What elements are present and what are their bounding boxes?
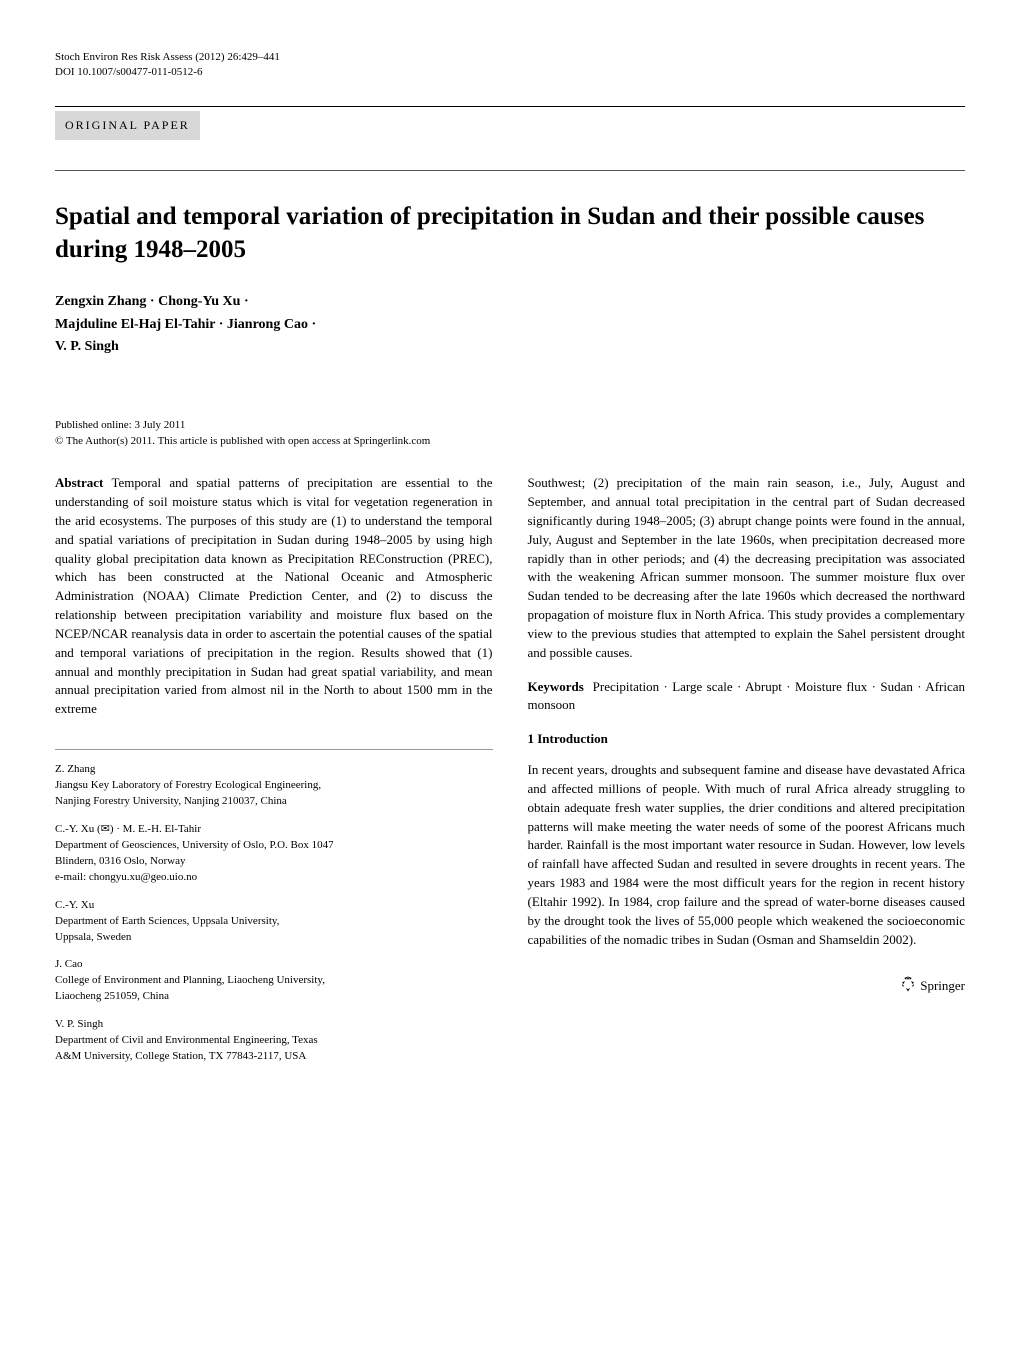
affil-name: C.-Y. Xu bbox=[55, 898, 493, 914]
affiliation: Z. Zhang Jiangsu Key Laboratory of Fores… bbox=[55, 762, 493, 810]
journal-header: Stoch Environ Res Risk Assess (2012) 26:… bbox=[55, 50, 965, 81]
authors-line: Zengxin Zhang · Chong-Yu Xu · bbox=[55, 291, 965, 313]
intro-text: In recent years, droughts and subsequent… bbox=[528, 761, 966, 949]
affiliations-block: Z. Zhang Jiangsu Key Laboratory of Fores… bbox=[55, 749, 493, 1065]
authors-line: V. P. Singh bbox=[55, 336, 965, 358]
affiliation: J. Cao College of Environment and Planni… bbox=[55, 957, 493, 1005]
affil-addr: Department of Civil and Environmental En… bbox=[55, 1033, 493, 1049]
publisher-footer: Springer bbox=[528, 975, 966, 996]
publication-info: Published online: 3 July 2011 © The Auth… bbox=[55, 418, 965, 449]
keywords-text: Precipitation · Large scale · Abrupt · M… bbox=[528, 679, 966, 713]
affil-name: J. Cao bbox=[55, 957, 493, 973]
abstract-paragraph: Abstract Temporal and spatial patterns o… bbox=[55, 474, 493, 719]
affil-addr: College of Environment and Planning, Lia… bbox=[55, 973, 493, 989]
affil-name: V. P. Singh bbox=[55, 1017, 493, 1033]
affiliation: C.-Y. Xu Department of Earth Sciences, U… bbox=[55, 898, 493, 946]
keywords-label: Keywords bbox=[528, 679, 584, 694]
publisher-name: Springer bbox=[920, 978, 965, 993]
pub-online-date: Published online: 3 July 2011 bbox=[55, 418, 965, 433]
header-rule bbox=[55, 106, 965, 107]
affil-addr: Department of Geosciences, University of… bbox=[55, 838, 493, 854]
author-list: Zengxin Zhang · Chong-Yu Xu · Majduline … bbox=[55, 291, 965, 358]
paper-title: Spatial and temporal variation of precip… bbox=[55, 201, 965, 266]
affil-addr: Blindern, 0316 Oslo, Norway bbox=[55, 854, 493, 870]
affil-addr: A&M University, College Station, TX 7784… bbox=[55, 1049, 493, 1065]
journal-citation: Stoch Environ Res Risk Assess (2012) 26:… bbox=[55, 50, 965, 65]
affil-email: e-mail: chongyu.xu@geo.uio.no bbox=[55, 870, 493, 886]
left-column: Abstract Temporal and spatial patterns o… bbox=[55, 474, 493, 1077]
journal-doi: DOI 10.1007/s00477-011-0512-6 bbox=[55, 65, 965, 80]
affil-addr: Uppsala, Sweden bbox=[55, 930, 493, 946]
pub-copyright: © The Author(s) 2011. This article is pu… bbox=[55, 434, 965, 449]
affil-name: C.-Y. Xu (✉) · M. E.-H. El-Tahir bbox=[55, 822, 493, 838]
affil-addr: Department of Earth Sciences, Uppsala Un… bbox=[55, 914, 493, 930]
intro-heading: 1 Introduction bbox=[528, 730, 966, 749]
affil-addr: Nanjing Forestry University, Nanjing 210… bbox=[55, 794, 493, 810]
paper-type-badge: ORIGINAL PAPER bbox=[55, 111, 200, 140]
header-sub-rule bbox=[55, 170, 965, 171]
affil-name: Z. Zhang bbox=[55, 762, 493, 778]
affil-addr: Liaocheng 251059, China bbox=[55, 989, 493, 1005]
springer-icon bbox=[899, 975, 917, 993]
affil-addr: Jiangsu Key Laboratory of Forestry Ecolo… bbox=[55, 778, 493, 794]
abstract-label: Abstract bbox=[55, 475, 103, 490]
affiliation: C.-Y. Xu (✉) · M. E.-H. El-Tahir Departm… bbox=[55, 822, 493, 886]
affiliation: V. P. Singh Department of Civil and Envi… bbox=[55, 1017, 493, 1065]
keywords-paragraph: Keywords Precipitation · Large scale · A… bbox=[528, 678, 966, 716]
abstract-left-text: Temporal and spatial patterns of precipi… bbox=[55, 475, 493, 716]
authors-line: Majduline El-Haj El-Tahir · Jianrong Cao… bbox=[55, 314, 965, 336]
right-column: Southwest; (2) precipitation of the main… bbox=[528, 474, 966, 1077]
abstract-right-text: Southwest; (2) precipitation of the main… bbox=[528, 474, 966, 662]
